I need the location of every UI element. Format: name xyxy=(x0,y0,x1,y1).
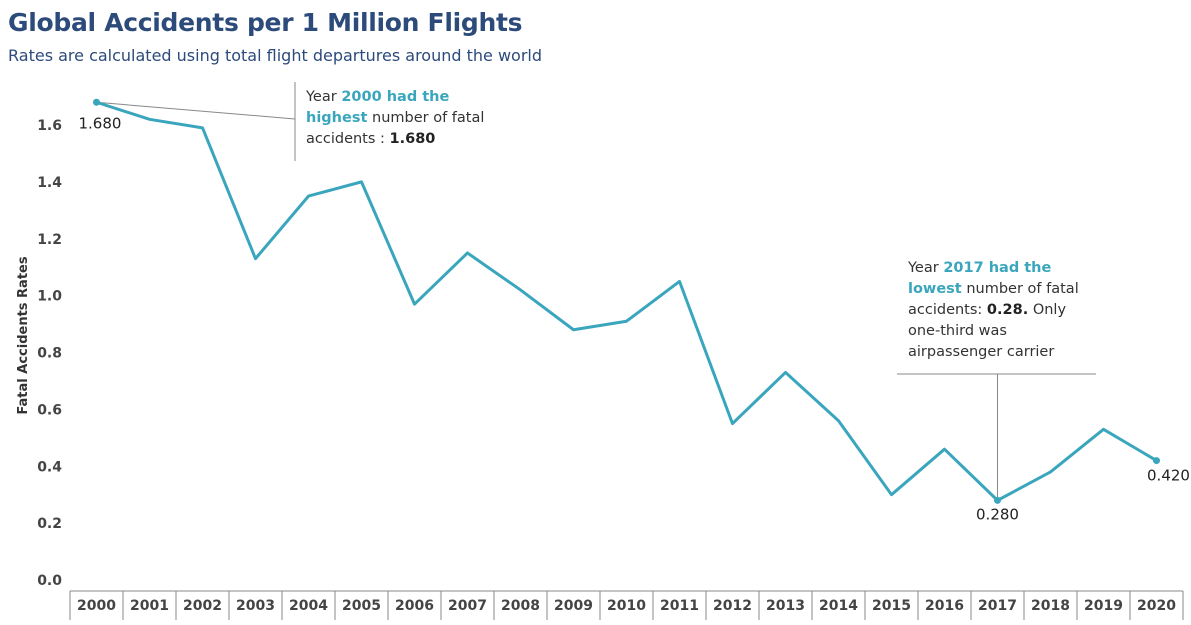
chart-subtitle: Rates are calculated using total flight … xyxy=(8,46,543,65)
x-tick-label: 2013 xyxy=(766,598,805,614)
annotation-lowest-value: 0.28. xyxy=(986,302,1029,318)
x-tick-label: 2014 xyxy=(819,598,858,614)
x-tick-label: 2012 xyxy=(713,598,752,614)
y-tick-label: 1.2 xyxy=(37,232,62,248)
annotation-lowest-prefix: Year xyxy=(908,260,944,276)
annotation-highest-prefix: Year xyxy=(306,89,342,105)
data-point xyxy=(1153,457,1160,465)
x-tick-label: 2015 xyxy=(872,598,911,614)
annotation-highest-value: 1.680 xyxy=(389,131,436,147)
y-tick-label: 0.8 xyxy=(37,346,62,362)
annotation-lowest-mid: number of fatal accidents: xyxy=(908,281,1079,318)
y-tick-label: 0.0 xyxy=(37,573,62,589)
annotation-lowest: Year 2017 had the lowest number of fatal… xyxy=(908,258,1088,363)
x-tick-label: 2011 xyxy=(660,598,699,614)
x-tick-label: 2008 xyxy=(501,598,540,614)
data-point xyxy=(994,496,1001,504)
annotation-highest-leader xyxy=(96,101,296,120)
y-tick-label: 1.6 xyxy=(37,118,62,134)
annotation-lowest-highlight: 2017 had the lowest xyxy=(908,260,1052,297)
x-tick-label: 2016 xyxy=(925,598,964,614)
x-tick-label: 2010 xyxy=(607,598,646,614)
data-label: 1.680 xyxy=(79,114,122,132)
y-axis-label: Fatal Accidents Rates xyxy=(16,256,31,414)
x-tick-label: 2020 xyxy=(1137,598,1176,614)
y-tick-label: 0.4 xyxy=(37,459,62,475)
x-tick-label: 2002 xyxy=(183,598,222,614)
x-tick-label: 2003 xyxy=(236,598,275,614)
x-tick-label: 2005 xyxy=(342,598,381,614)
x-tick-label: 2018 xyxy=(1031,598,1070,614)
x-tick-label: 2004 xyxy=(289,598,328,614)
x-tick-label: 2017 xyxy=(978,598,1017,614)
annotation-highest-highlight: 2000 had the highest xyxy=(306,89,450,126)
chart-title: Global Accidents per 1 Million Flights xyxy=(8,8,523,37)
y-tick-label: 1.4 xyxy=(37,175,62,191)
data-label: 0.280 xyxy=(976,505,1019,523)
data-label: 0.420 xyxy=(1147,467,1190,485)
x-tick-label: 2019 xyxy=(1084,598,1123,614)
x-tick-label: 2001 xyxy=(130,598,169,614)
annotation-highest: Year 2000 had the highest number of fata… xyxy=(306,87,486,150)
y-tick-label: 0.2 xyxy=(37,516,62,532)
series-line xyxy=(95,100,1158,502)
data-point xyxy=(93,98,100,106)
annotation-highest-mid: number of fatal accidents : xyxy=(306,110,485,147)
x-tick-label: 2006 xyxy=(395,598,434,614)
annotation-lowest-suffix: Only one-third was airpassenger carrier xyxy=(908,302,1067,360)
x-tick-label: 2007 xyxy=(448,598,487,614)
x-tick-label: 2000 xyxy=(77,598,116,614)
x-tick-label: 2009 xyxy=(554,598,593,614)
y-tick-label: 0.6 xyxy=(37,402,62,418)
y-tick-label: 1.0 xyxy=(37,289,62,305)
